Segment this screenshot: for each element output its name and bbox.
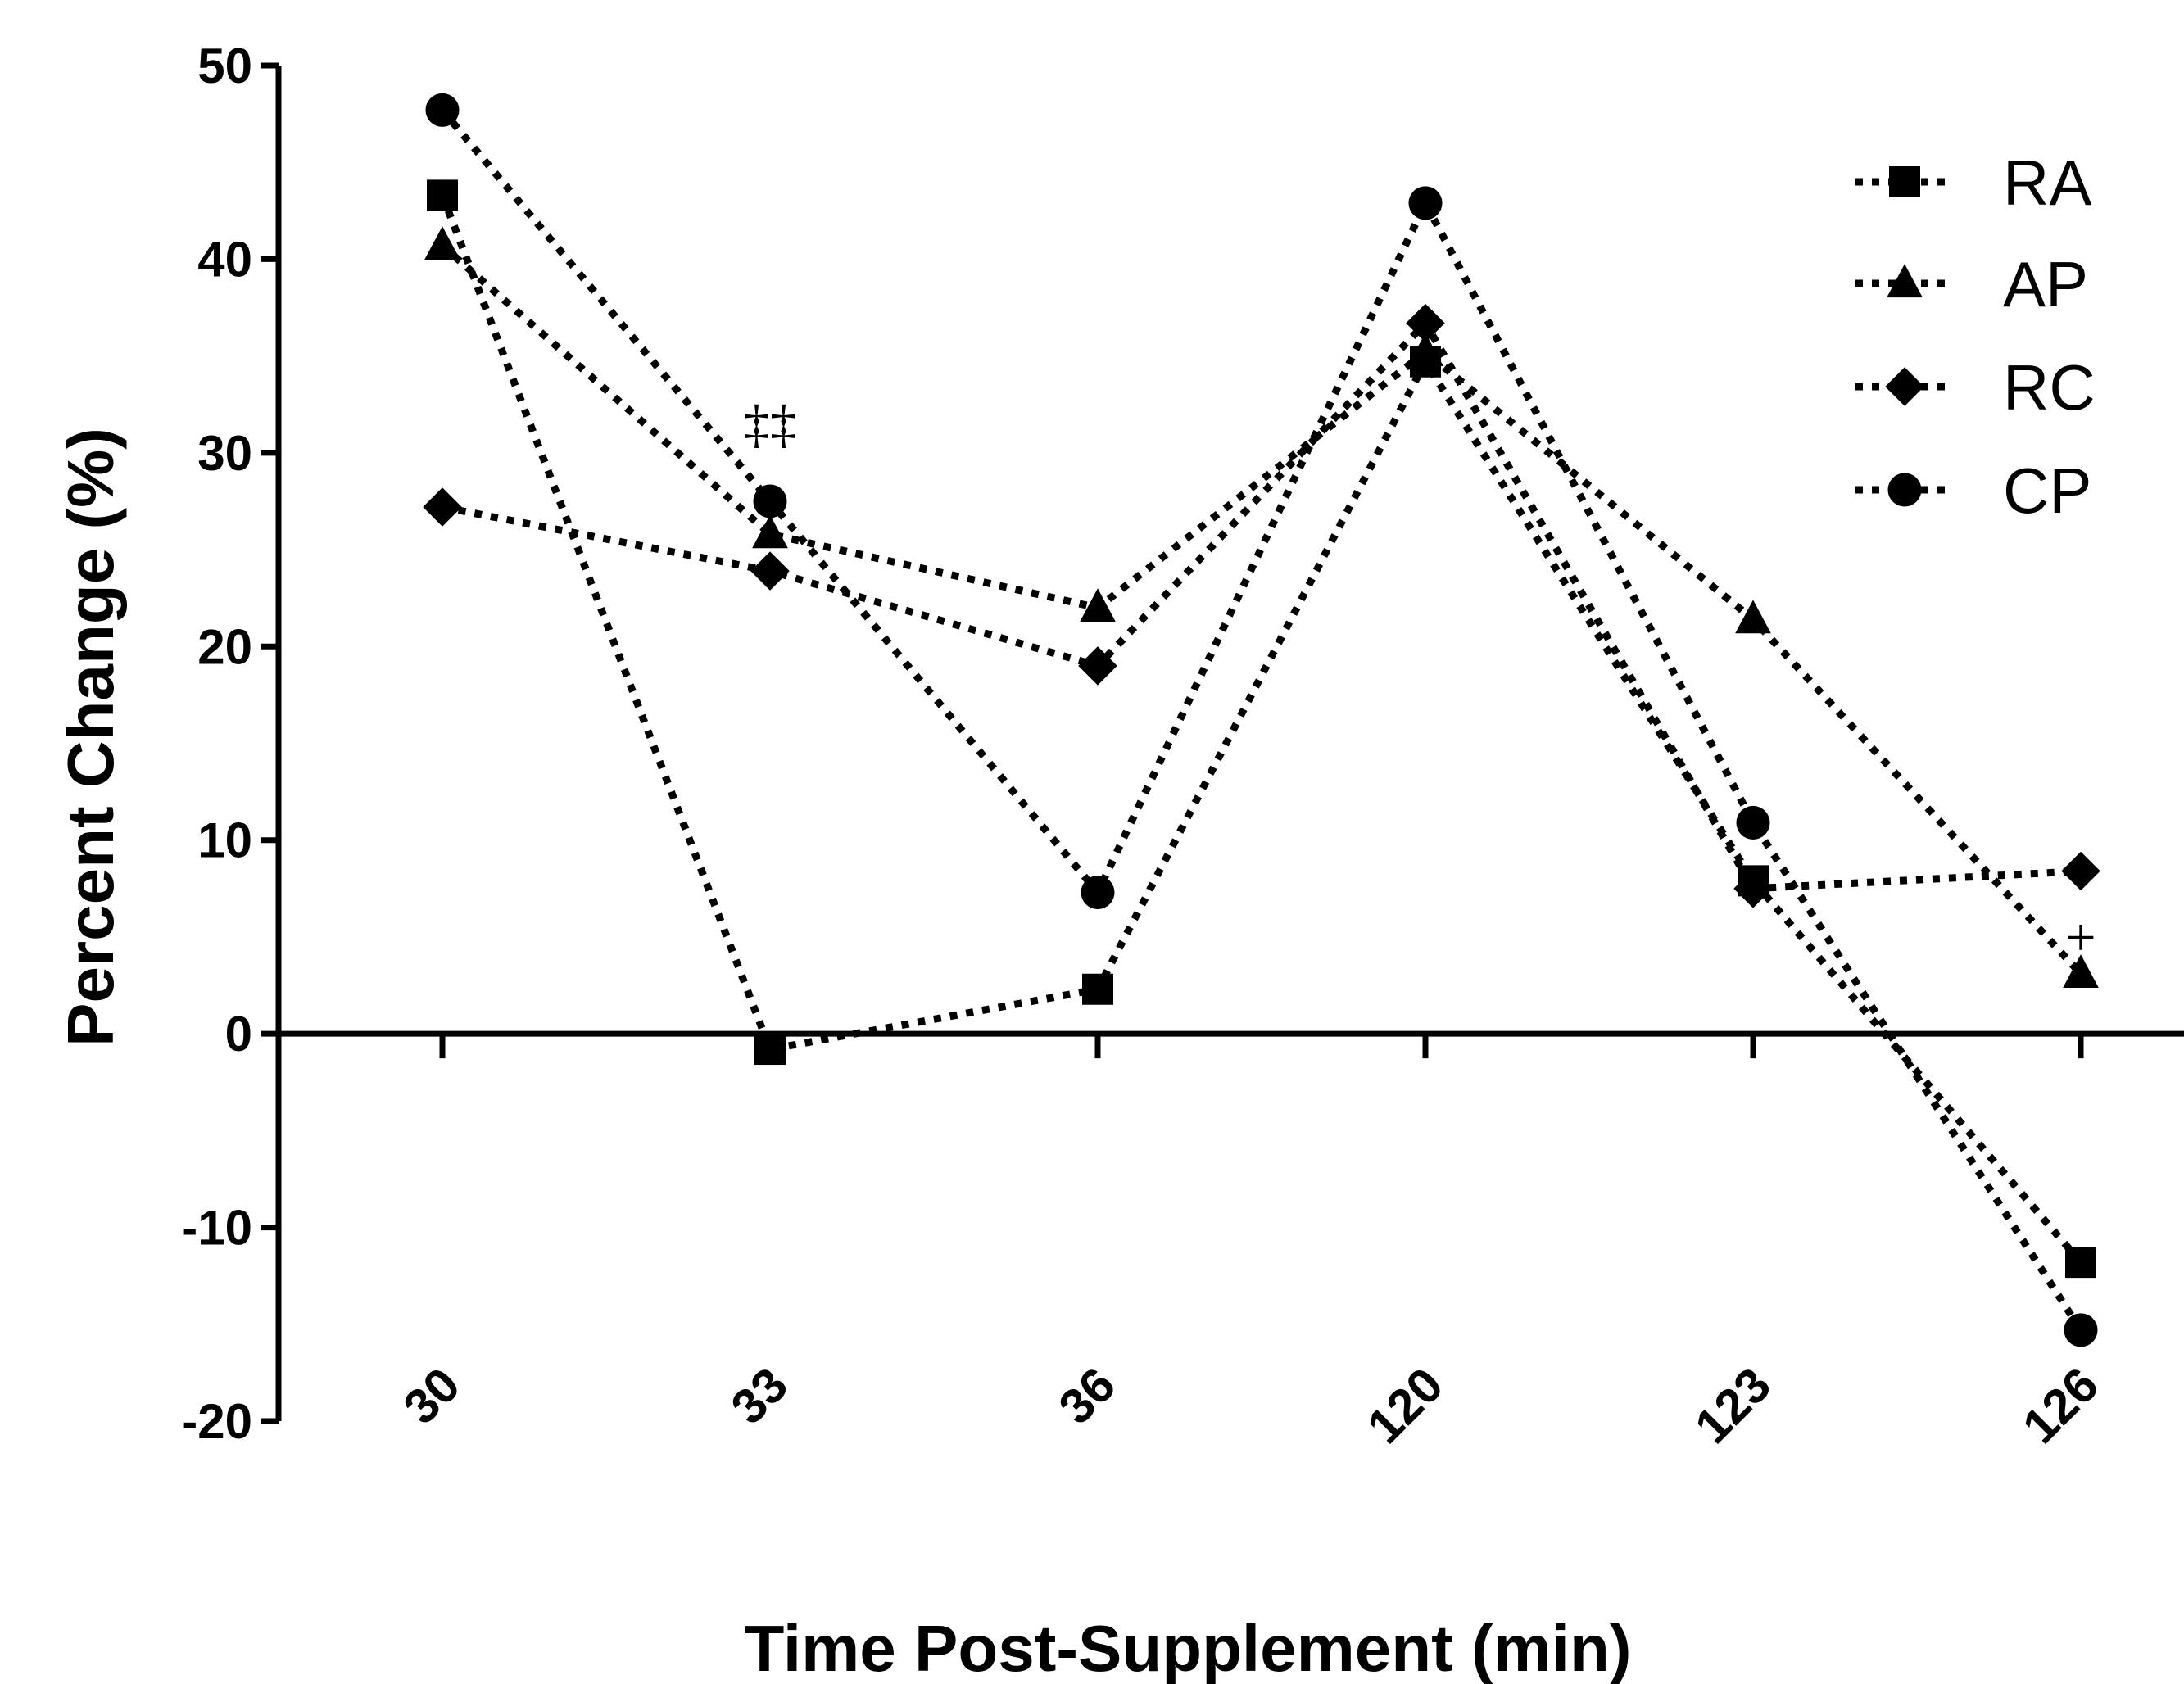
data-point-cp — [1408, 186, 1443, 220]
data-point-ra — [1082, 973, 1113, 1005]
significance-marker: + — [2065, 908, 2096, 967]
data-point-cp — [1736, 805, 1770, 840]
x-tick-label: 120 — [1357, 1357, 1453, 1454]
data-point-rc — [1733, 869, 1773, 908]
legend-label: CP — [2003, 455, 2091, 527]
x-tick-label: 33 — [721, 1357, 799, 1435]
legend-item-ap: AP — [1855, 248, 2088, 320]
data-point-cp — [425, 93, 460, 127]
data-point-ap — [752, 514, 788, 549]
x-tick-label: 126 — [2012, 1357, 2109, 1454]
x-axis: 30 33 36 120 123 126 — [279, 1030, 2184, 1454]
data-point-ra — [427, 179, 458, 211]
data-point-ap — [1080, 588, 1116, 622]
legend-label: RC — [2003, 351, 2096, 423]
data-point-rc — [1406, 303, 1445, 343]
legend-label: AP — [2003, 248, 2088, 320]
series-ap — [424, 226, 2099, 988]
y-tick-label: 0 — [225, 1007, 252, 1062]
legend-item-rc: RC — [1855, 351, 2096, 423]
series-line-ra — [438, 193, 2084, 1265]
data-point-ap — [2063, 954, 2099, 988]
y-tick-label: -20 — [181, 1394, 252, 1449]
data-point-cp — [753, 484, 787, 518]
series-cp — [425, 93, 2098, 1347]
y-tick-label: -10 — [181, 1201, 252, 1256]
x-tick-label: 36 — [1049, 1357, 1126, 1435]
y-axis: -20 -10 0 10 20 30 40 50 — [181, 38, 282, 1449]
data-point-rc — [1078, 646, 1117, 686]
legend-marker-cp — [1887, 473, 1922, 507]
data-point-cp — [2064, 1313, 2098, 1347]
significance-marker: ‡‡ — [743, 394, 797, 454]
y-tick-label: 40 — [197, 232, 252, 287]
series-line-rc — [442, 317, 2082, 893]
legend: RA AP RC CP — [1855, 147, 2096, 527]
data-point-ap — [1407, 333, 1443, 367]
annotation-layer: ‡‡ + — [743, 394, 2096, 967]
legend-marker-ra — [1889, 166, 1920, 197]
y-tick-label: 10 — [197, 813, 252, 868]
series-layer — [423, 93, 2100, 1347]
data-point-rc — [2061, 851, 2100, 891]
data-point-ra — [2065, 1247, 2096, 1279]
y-tick-label: 50 — [197, 38, 252, 93]
x-tick-label: 123 — [1684, 1357, 1781, 1454]
series-rc — [423, 303, 2100, 908]
data-point-rc — [750, 551, 790, 591]
series-ra — [427, 179, 2096, 1279]
series-line-ap — [440, 242, 2084, 976]
legend-marker-rc — [1885, 367, 1924, 406]
legend-item-ra: RA — [1855, 147, 2091, 219]
series-line-cp — [439, 107, 2084, 1333]
data-point-ra — [754, 1034, 786, 1066]
data-point-cp — [1081, 876, 1115, 910]
y-tick-label: 20 — [197, 619, 252, 674]
x-axis-title: Time Post-Supplement (min) — [744, 1612, 1631, 1684]
y-axis-title: Percent Change (%) — [54, 428, 127, 1047]
legend-marker-ap — [1887, 264, 1923, 298]
legend-label: RA — [2003, 147, 2091, 219]
data-point-ap — [1735, 600, 1771, 634]
data-point-ap — [424, 226, 460, 260]
data-point-rc — [423, 487, 462, 527]
legend-item-cp: CP — [1855, 455, 2091, 527]
y-tick-label: 30 — [197, 426, 252, 481]
x-tick-label: 30 — [393, 1357, 471, 1435]
